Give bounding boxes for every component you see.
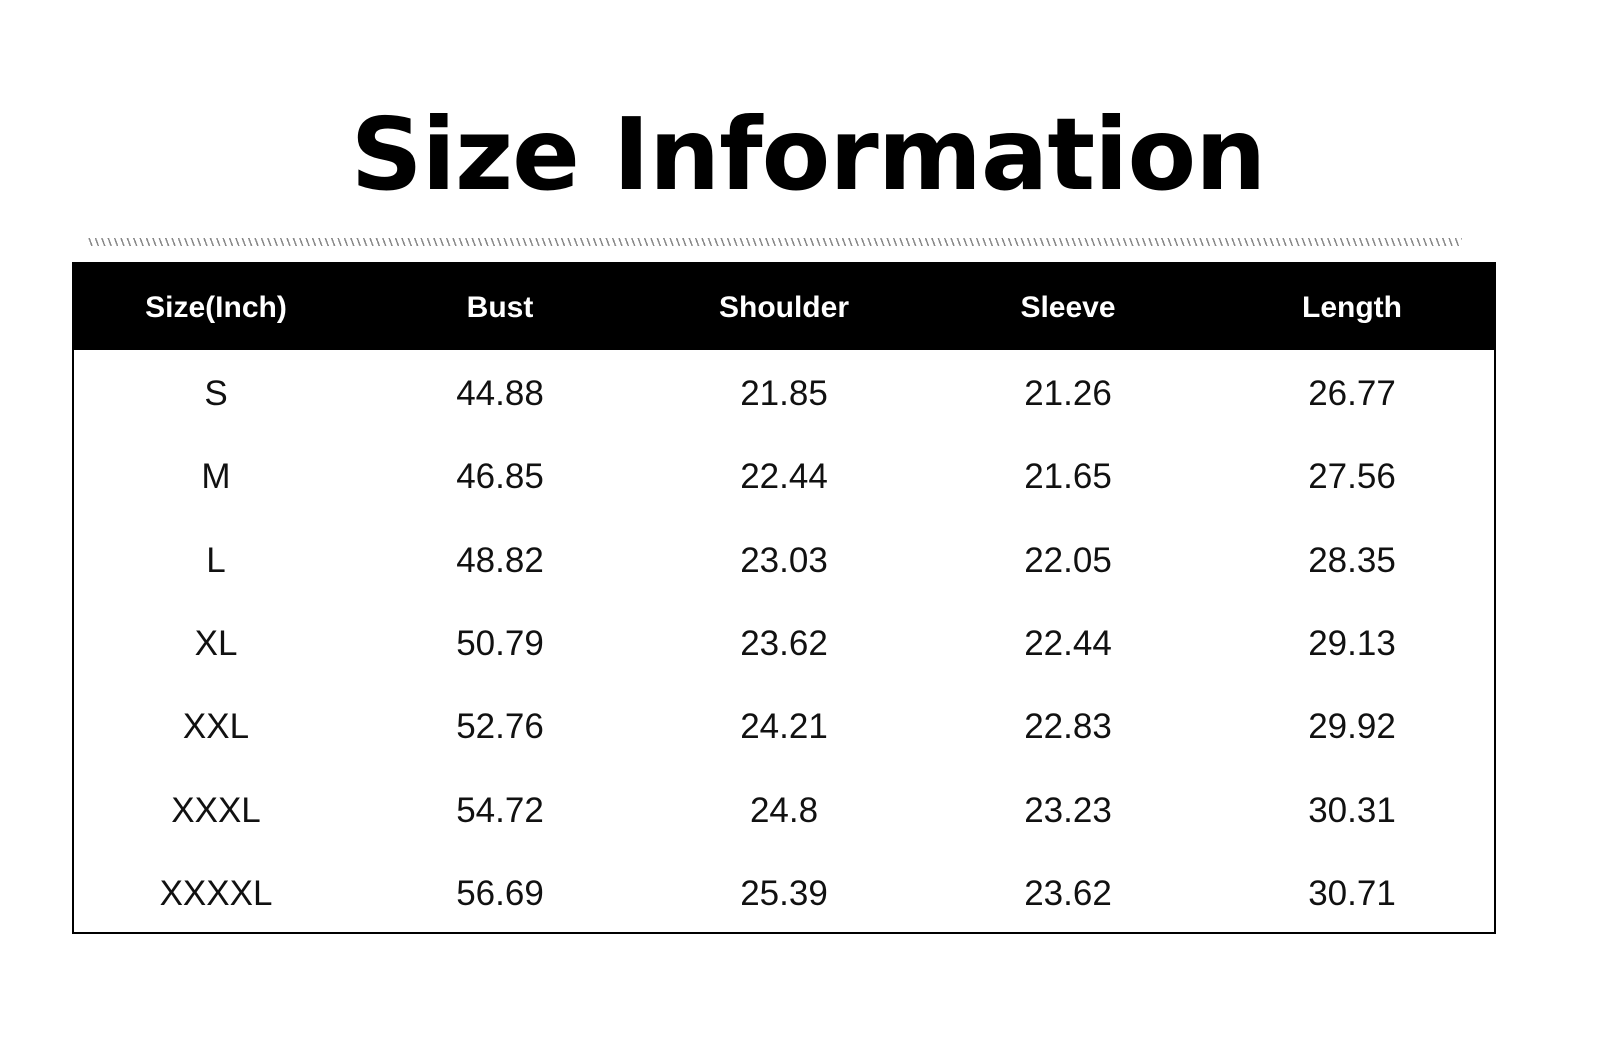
table-cell: 56.69 [456,873,544,913]
table-cell: 22.05 [1024,540,1112,580]
table-cell: 46.85 [456,457,544,497]
table-cell: 30.31 [1308,790,1396,830]
table-cell: 30.71 [1308,873,1396,913]
table-cell: 23.03 [740,540,828,580]
table-cell: 26.77 [1308,374,1396,413]
table-cell: 29.92 [1308,707,1396,747]
table-cell: XXXL [171,790,261,830]
table-cell: 22.44 [1024,623,1112,663]
table-cell: 22.44 [740,457,828,497]
table-cell: 23.62 [740,623,828,663]
table-cell: M [201,457,231,497]
header-cell: Bust [466,291,534,324]
table-cell: 29.13 [1308,623,1396,663]
table-cell: 23.23 [1024,790,1112,830]
table-cell: 21.26 [1024,374,1112,413]
title: Size Information [350,96,1267,213]
table-cell: XL [194,623,238,663]
size-table: Size(Inch) Bust Shoulder Sleeve Length S 44.8… [72,262,1496,934]
table-cell: 22.83 [1024,707,1112,747]
table-cell: 48.82 [456,540,544,580]
table-cell: XXL [182,707,250,747]
table-cell: 21.85 [740,374,828,413]
table-cell: 24.21 [740,707,828,747]
table-header: Size(Inch) Bust Shoulder Sleeve Length [74,264,1494,350]
table-cell: XXXXL [159,873,273,913]
header-cell: Shoulder [718,291,849,324]
table-cell: S [204,374,228,413]
table-cell: 50.79 [456,623,544,663]
divider [88,238,1462,246]
table-cell: 25.39 [740,873,828,913]
table-cell: 44.88 [456,374,544,413]
table-cell: 21.65 [1024,457,1112,497]
table-cell: 23.62 [1024,873,1112,913]
table-cell: 24.8 [749,790,819,830]
table-cell: 54.72 [456,790,544,830]
table-cell: 27.56 [1308,457,1396,497]
table-cell: L [206,540,226,580]
header-cell: Length [1302,291,1402,324]
header-cell: Sleeve [1020,291,1116,324]
table-cell: 52.76 [456,707,544,747]
table-cell: 28.35 [1308,540,1396,580]
header-cell: Size(Inch) [145,291,287,324]
